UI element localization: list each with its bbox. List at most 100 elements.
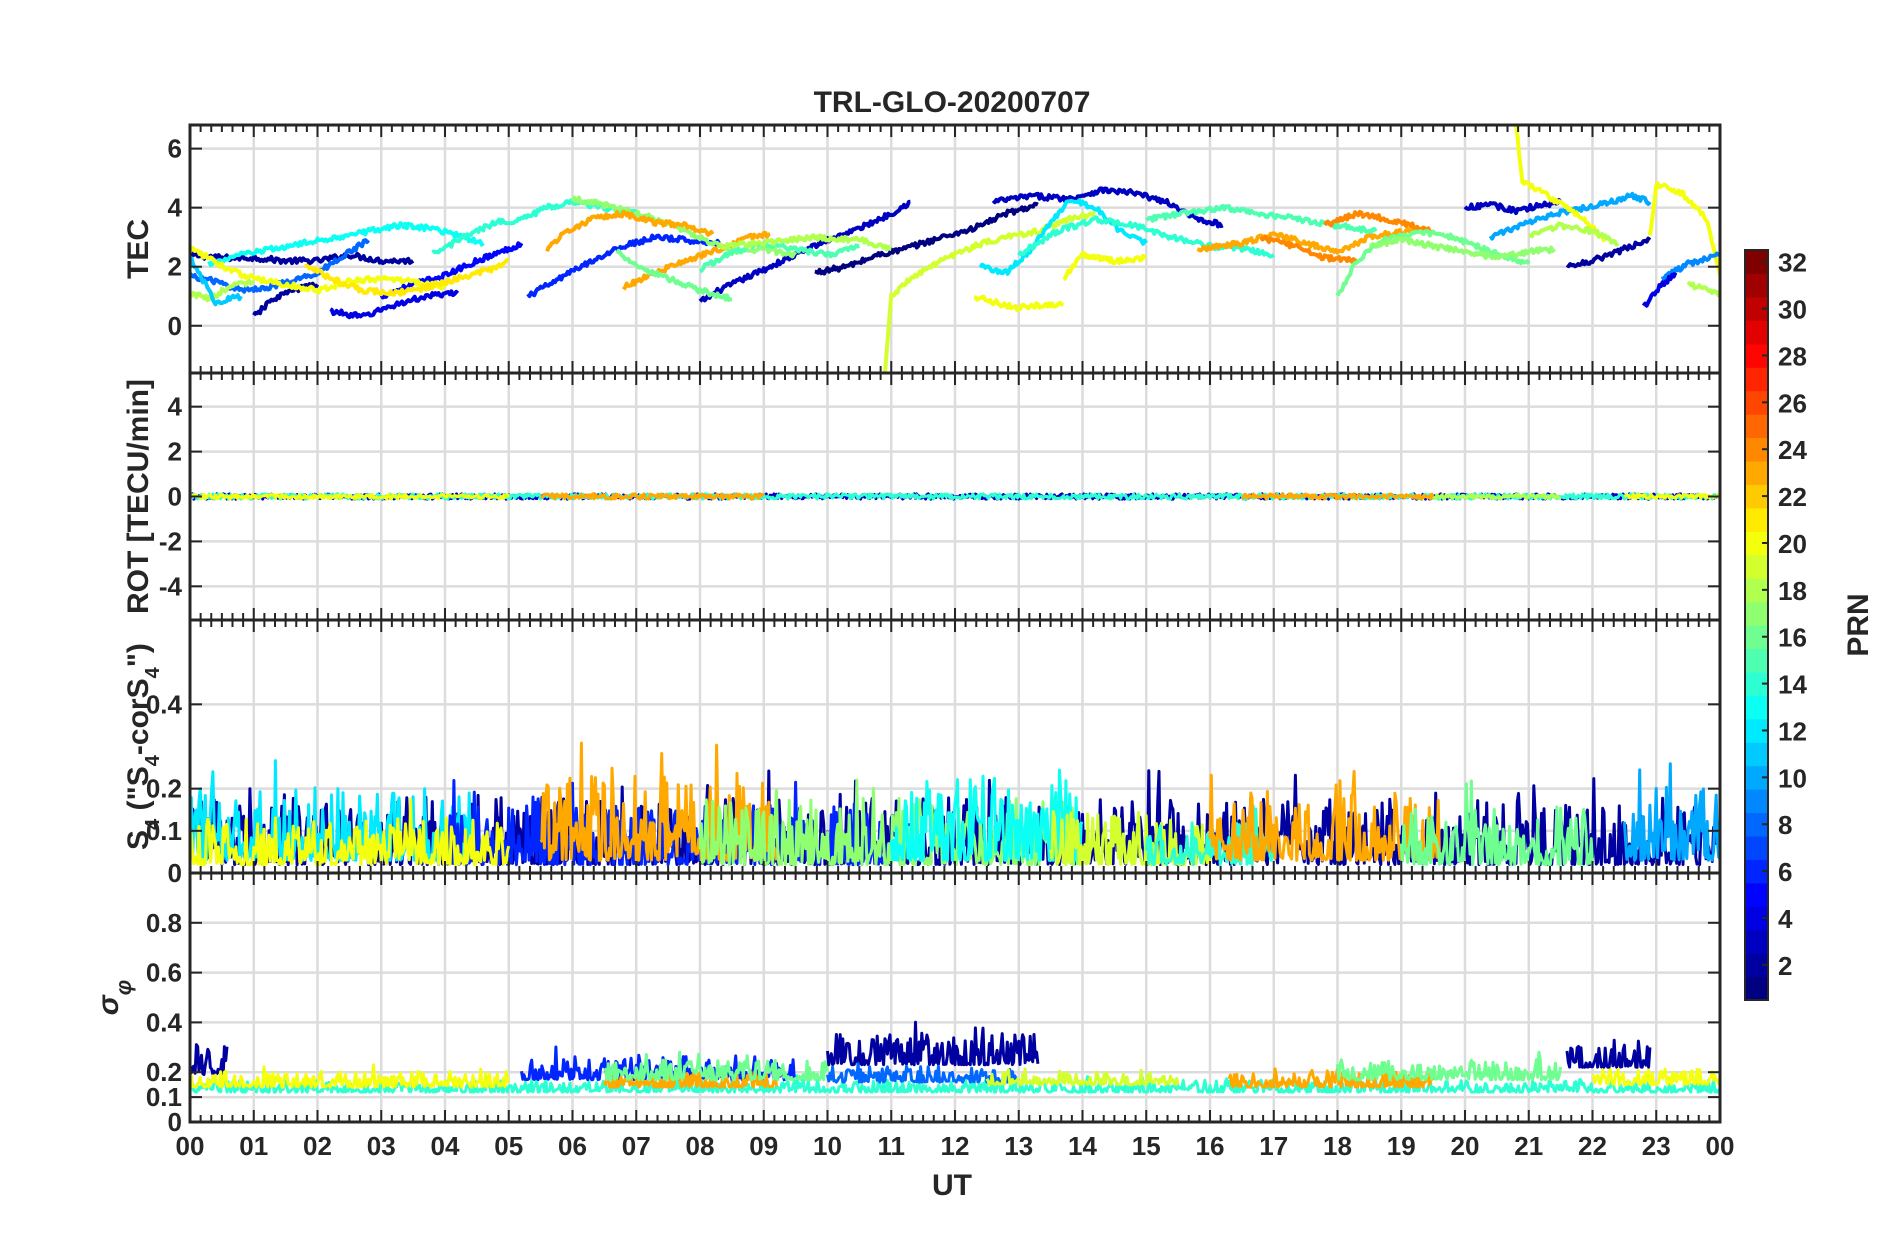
tec-series-prn-20: [1647, 181, 1720, 276]
x-tick-label: 19: [1387, 1131, 1416, 1161]
tec-series-prn-24: [1259, 234, 1358, 264]
colorbar-tick-label: 8: [1778, 810, 1792, 840]
y-tick-label: 0.2: [146, 774, 182, 804]
tec-series-prn-15: [699, 239, 860, 274]
y-ticks: 00.10.2 0.4 0.6 0.8: [146, 908, 1720, 1137]
tec-series-prn-12: [978, 198, 1148, 276]
y-tick-label: 0.8: [146, 908, 182, 938]
colorbar-tick-label: 4: [1778, 904, 1793, 934]
colorbar-segment: [1745, 695, 1768, 720]
sigma-series-prn-20: [190, 1063, 511, 1089]
y-tick-label: 0.4: [146, 689, 183, 719]
panel-data: [190, 125, 1720, 373]
tec-series-prn-24: [1323, 209, 1435, 235]
panel-tec: 0 2 4 6 TEC: [122, 123, 1722, 375]
tec-series-prn-15: [1145, 204, 1378, 235]
tec-series-prn-18: [190, 279, 255, 303]
tec-series-prn-23: [545, 209, 715, 253]
s4-series-prn-23: [539, 741, 778, 862]
x-tick-label: 10: [813, 1131, 842, 1161]
colorbar-segment: [1745, 390, 1768, 415]
rot-series-prn-23: [1241, 492, 1435, 501]
sigma-series-prn-2: [1565, 1038, 1652, 1069]
rot-series-prn-20: [1623, 492, 1720, 500]
colorbar-segment: [1745, 812, 1768, 837]
sigma-series-prn-23: [602, 1065, 778, 1089]
colorbar-segment: [1745, 554, 1768, 579]
sigma-series-prn-20: [1591, 1067, 1720, 1087]
x-axis: 00 01 02 03 04 05 06 07 08 09 10 11 12 13 14 15 16 17 18 19…: [176, 1131, 1735, 1161]
colorbar-segment: [1745, 414, 1768, 439]
tec-series-prn-13: [207, 221, 485, 268]
colorbar-segment: [1745, 578, 1768, 603]
y-tick-label: 4: [168, 193, 183, 223]
colorbar-segment: [1745, 601, 1768, 626]
x-tick-label: 08: [686, 1131, 715, 1161]
colorbar-tick-label: 2: [1778, 951, 1792, 981]
y-axis-label-s4: S4 ("S4-corS4"): [122, 643, 164, 850]
x-tick-label: 07: [622, 1131, 651, 1161]
rot-series-prn-23: [540, 492, 765, 501]
colorbar-label: PRN: [1842, 593, 1875, 656]
x-ticks: [189, 373, 1721, 620]
colorbar-frame: [1744, 249, 1769, 1001]
colorbar-tick-label: 12: [1778, 716, 1807, 746]
colorbar-tick-label: 16: [1778, 623, 1807, 653]
tec-series-prn-16: [615, 248, 733, 302]
tec-series-prn-4: [329, 289, 460, 320]
x-tick-label: 02: [303, 1131, 332, 1161]
colorbar-segment: [1745, 484, 1768, 509]
y-ticks: -4 -2 0 2 4: [159, 392, 1720, 601]
y-tick-label: 0: [168, 482, 182, 512]
colorbar-segment: [1745, 250, 1768, 275]
colorbar-segment: [1745, 742, 1768, 767]
colorbar-tick-label: 26: [1778, 388, 1807, 418]
y-tick-label: 0: [168, 311, 182, 341]
tec-series-prn-20: [1062, 251, 1148, 282]
s4-series-prn-16: [1399, 779, 1594, 867]
panel-data: [190, 492, 1720, 501]
x-tick-label: 04: [431, 1131, 460, 1161]
colorbar-segment: [1745, 859, 1768, 884]
colorbar-tick-label: 10: [1778, 763, 1807, 793]
x-tick-label: 15: [1132, 1131, 1161, 1161]
x-tick-label: 18: [1323, 1131, 1352, 1161]
x-tick-label: 21: [1514, 1131, 1543, 1161]
colorbar-tick-label: 14: [1778, 670, 1807, 700]
y-tick-label: 4: [168, 392, 183, 422]
colorbar-segment: [1745, 460, 1768, 485]
sigma-series-prn-19: [985, 1067, 1180, 1087]
colorbar-tick-label: 18: [1778, 576, 1807, 606]
tec-series-prn-23: [621, 230, 771, 291]
sigma-series-prn-16: [1336, 1050, 1563, 1082]
colorbar-segment: [1745, 320, 1768, 345]
colorbar-tick-label: 30: [1778, 295, 1807, 325]
s4-series-prn-20: [190, 797, 511, 867]
colorbar-tick-label: 24: [1778, 435, 1807, 465]
sigma-series-prn-2: [190, 1043, 229, 1077]
y-tick-label: 2: [168, 252, 182, 282]
y-tick-label: 0.1: [146, 816, 182, 846]
chart-title: TRL-GLO-20200707: [814, 86, 1091, 119]
tec-series-prn-18: [717, 233, 892, 252]
colorbar-segment: [1745, 625, 1768, 650]
tec-series-prn-11: [190, 256, 243, 307]
tec-series-prn-2: [1565, 236, 1652, 269]
y-tick-label: 0: [168, 1107, 182, 1137]
y-axis-label-tec: TEC: [122, 219, 155, 279]
tec-series-prn-5: [379, 241, 524, 300]
panel-s4: 0 0.1 0.2 0.4S4 ("S4-corS4"): [122, 618, 1722, 888]
y-tick-label: 2: [168, 437, 182, 467]
x-tick-label: 00: [1706, 1131, 1735, 1161]
x-tick-label: 06: [558, 1131, 587, 1161]
x-tick-label: 11: [878, 1131, 906, 1161]
x-tick-label: 16: [1196, 1131, 1225, 1161]
colorbar-segment: [1745, 929, 1768, 954]
x-tick-label: 23: [1642, 1131, 1671, 1161]
tec-series-prn-1: [814, 201, 1039, 276]
colorbar-segment: [1745, 882, 1768, 907]
y-ticks: 0 2 4 6: [168, 134, 1720, 341]
x-tick-label: 00: [176, 1131, 205, 1161]
